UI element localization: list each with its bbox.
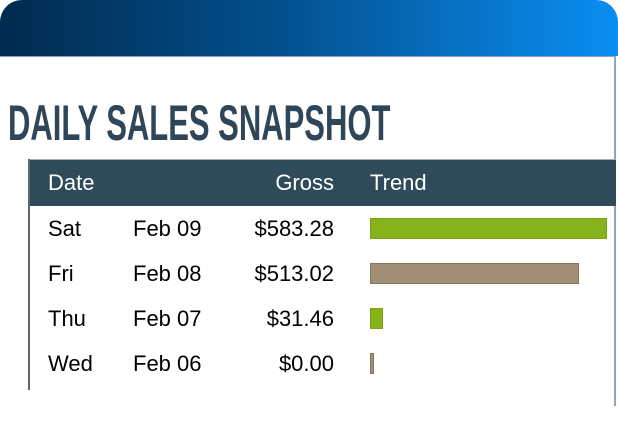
cell-day: Sat (48, 216, 82, 241)
column-header-trend: Trend (370, 170, 427, 195)
cell-gross: $583.28 (254, 216, 334, 241)
cell-day: Wed (48, 351, 93, 376)
cell-gross: $0.00 (278, 351, 334, 376)
page-title: DAILY SALES SNAPSHOT (8, 95, 391, 151)
divider (0, 56, 616, 57)
table-row: Wed Feb 06 $0.00 (30, 341, 616, 386)
cell-gross: $513.02 (254, 261, 334, 286)
cell-date: Feb 09 (133, 216, 202, 241)
cell-day: Fri (48, 261, 74, 286)
column-header-date: Date (48, 170, 95, 195)
sales-table: Date Gross Trend Sat Feb 09 $583.28 Fri Feb … (28, 159, 618, 390)
column-header-gross: Gross (275, 170, 334, 195)
cell-date: Feb 06 (133, 351, 202, 376)
panel-border (614, 56, 616, 406)
table-header: Date Gross Trend (30, 159, 616, 206)
cell-date: Feb 07 (133, 306, 202, 331)
trend-bar (370, 308, 383, 329)
table-row: Fri Feb 08 $513.02 (30, 251, 616, 296)
trend-bar (370, 353, 374, 374)
cell-day: Thu (48, 306, 86, 331)
cell-date: Feb 08 (133, 261, 202, 286)
trend-bar (370, 218, 607, 239)
trend-bar (370, 263, 579, 284)
table-row: Sat Feb 09 $583.28 (30, 206, 616, 251)
table-row: Thu Feb 07 $31.46 (30, 296, 616, 341)
cell-gross: $31.46 (266, 306, 334, 331)
header-banner (0, 0, 618, 56)
